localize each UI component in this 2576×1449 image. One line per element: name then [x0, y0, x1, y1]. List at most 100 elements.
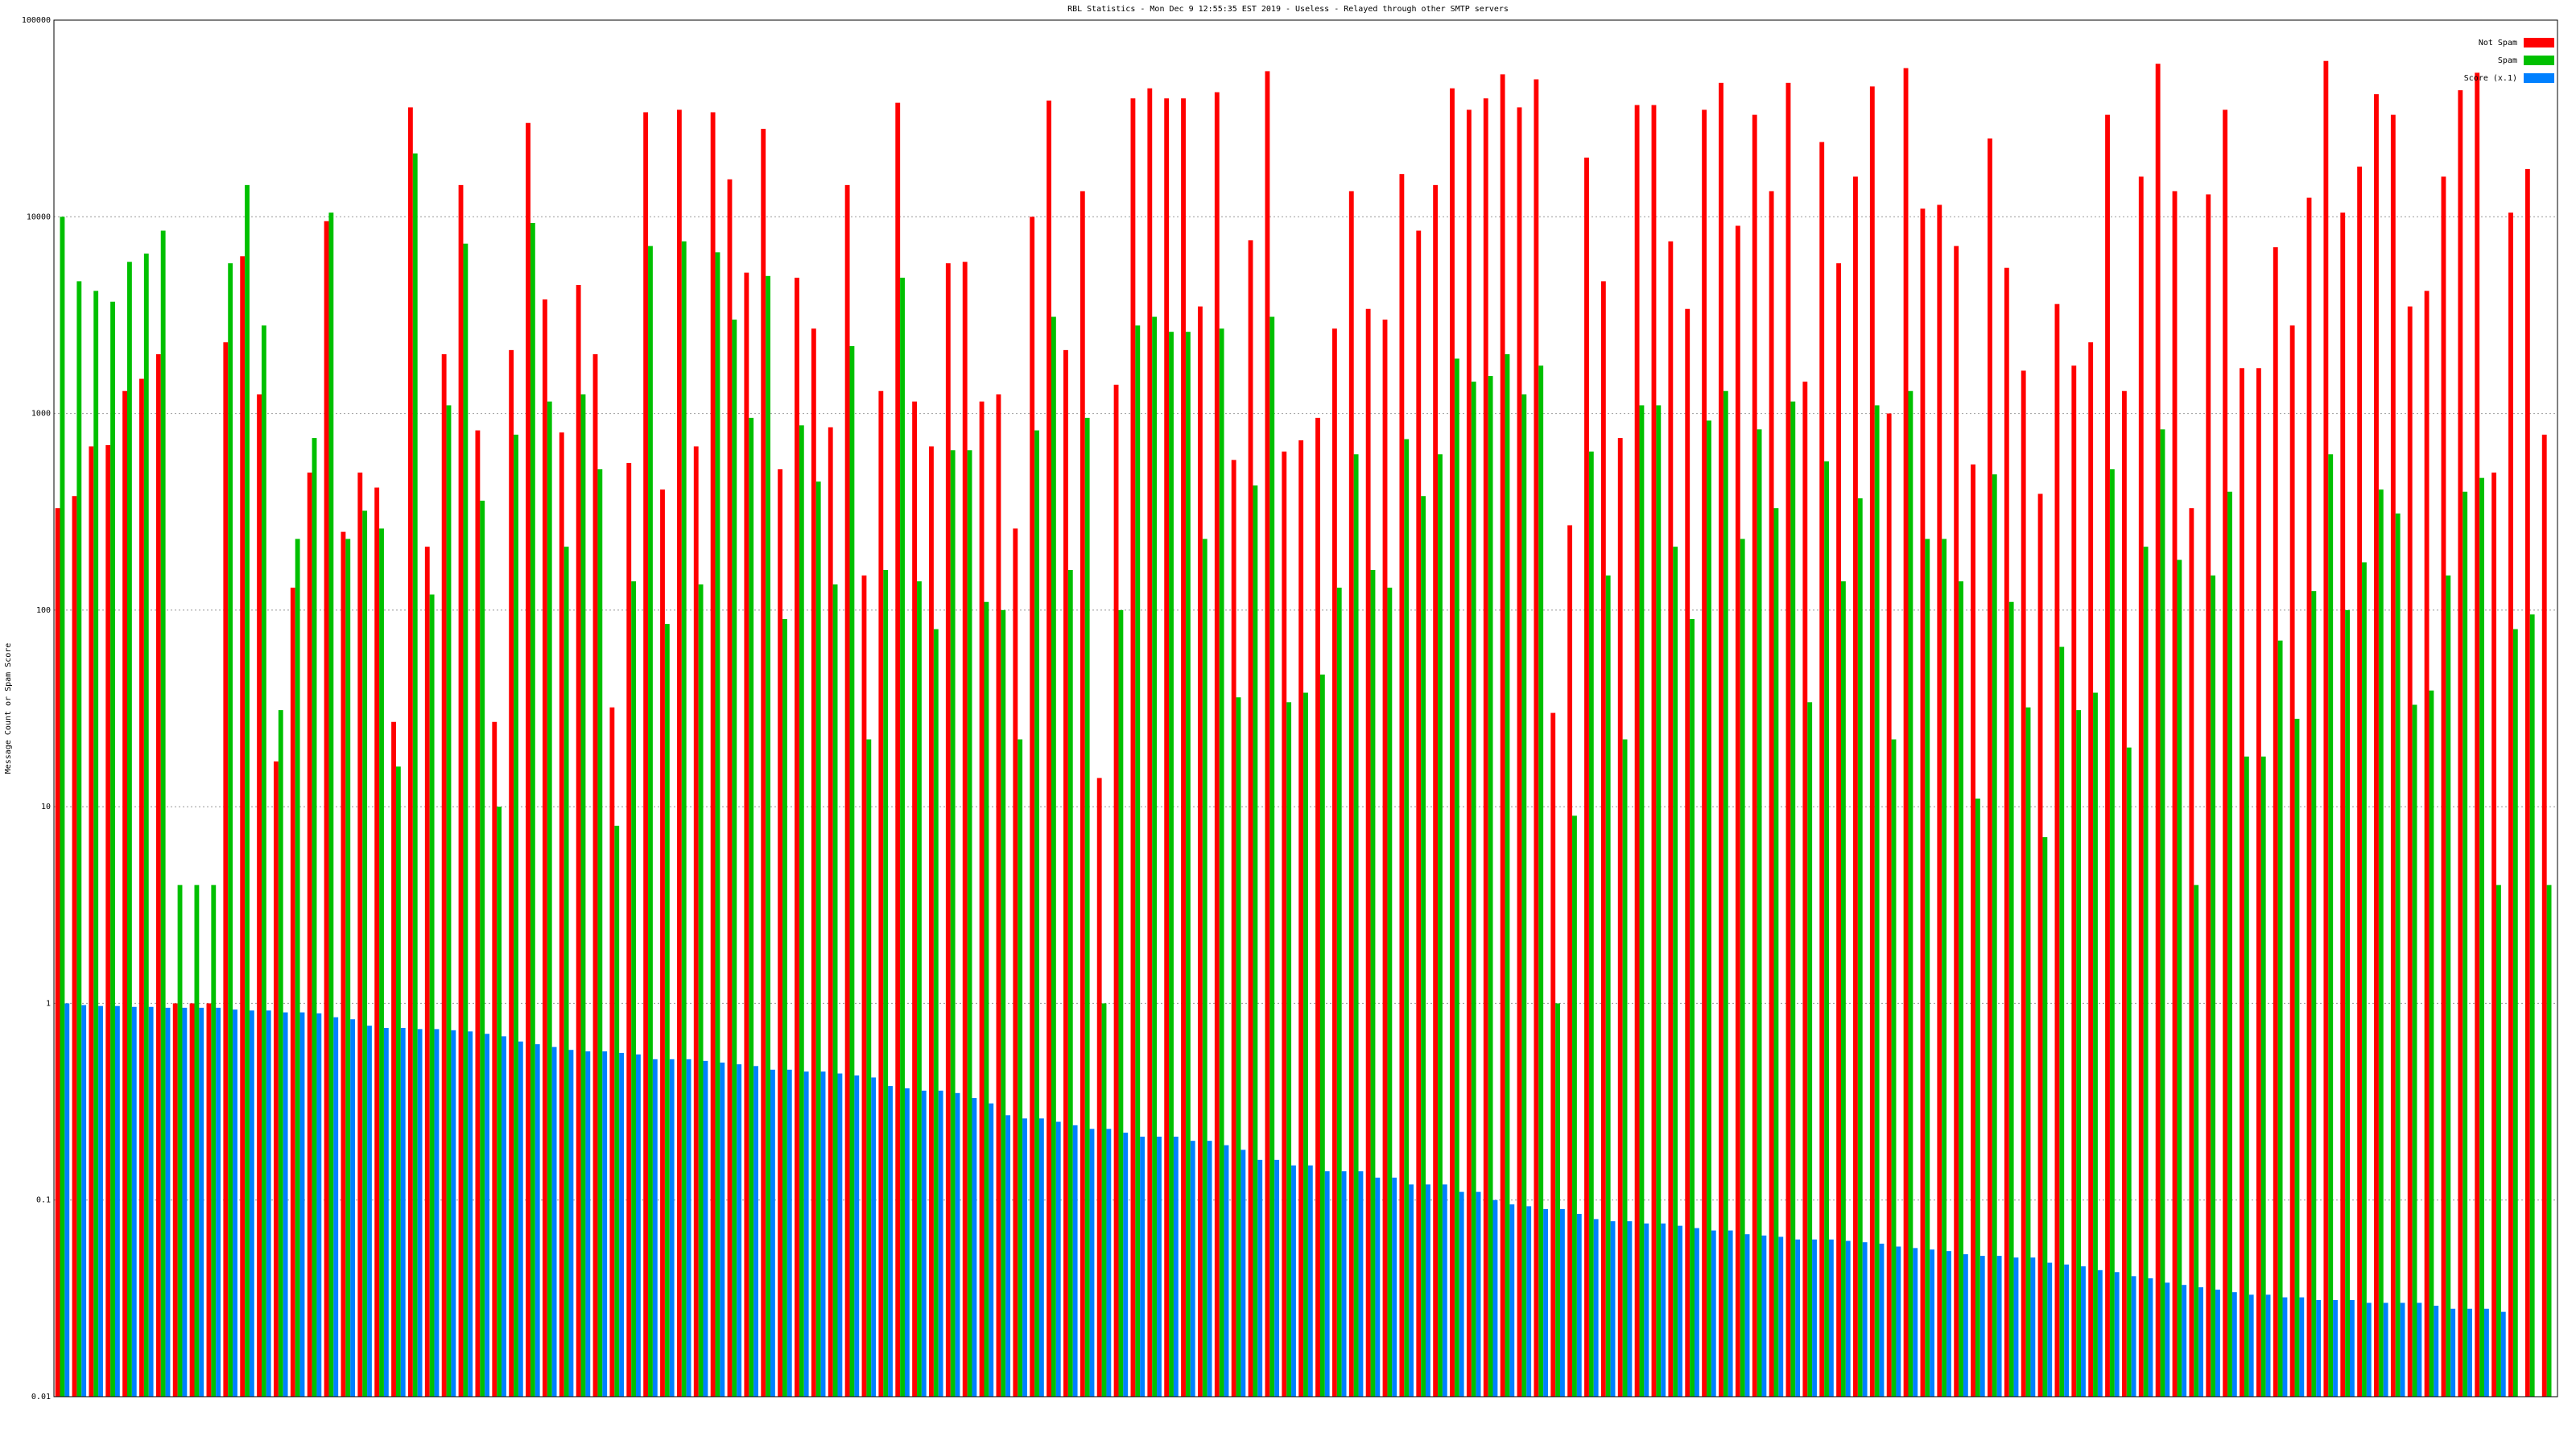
bar — [72, 496, 77, 1397]
bar — [1375, 1177, 1381, 1397]
bar — [1819, 142, 1825, 1397]
bar — [1886, 413, 1892, 1397]
bar — [1005, 1115, 1011, 1397]
bar — [1022, 1118, 1027, 1397]
bar — [568, 1050, 574, 1397]
bar — [576, 285, 581, 1397]
bar — [1358, 1171, 1364, 1397]
bar — [2047, 1262, 2053, 1397]
bar — [815, 481, 821, 1397]
bar — [1975, 799, 1980, 1397]
bar — [921, 1090, 927, 1397]
bar — [2412, 704, 2417, 1397]
bar — [1678, 1225, 1682, 1397]
bar — [1517, 107, 1522, 1397]
bar — [660, 489, 665, 1397]
bar — [1555, 1003, 1561, 1397]
bar — [1269, 316, 1275, 1397]
bar — [636, 1054, 641, 1397]
bar — [1089, 1129, 1095, 1397]
bar — [199, 1007, 204, 1397]
bar — [799, 425, 804, 1397]
bar — [1668, 241, 1674, 1397]
legend-label: Score (x.1) — [2464, 74, 2517, 83]
bar — [1795, 1239, 1801, 1397]
bar — [1572, 815, 1577, 1397]
bar — [1605, 575, 1611, 1397]
bar — [854, 1075, 860, 1397]
bar — [518, 1041, 523, 1397]
bar — [744, 272, 749, 1397]
bar — [2021, 370, 2026, 1397]
bar — [938, 1090, 943, 1397]
bar — [1291, 1165, 1296, 1397]
bar — [2215, 1290, 2220, 1397]
bar — [2273, 247, 2278, 1397]
y-tick-label: 1000 — [31, 410, 51, 419]
bar — [274, 761, 279, 1397]
bar — [1257, 1159, 1263, 1397]
bar — [2244, 756, 2249, 1397]
bar — [139, 378, 144, 1397]
bar — [1836, 263, 1841, 1397]
bar — [1769, 191, 1774, 1397]
bar — [182, 1007, 188, 1397]
bar — [1197, 306, 1203, 1397]
bar — [391, 721, 396, 1397]
bar — [614, 825, 620, 1397]
bar — [1509, 1204, 1515, 1397]
bar — [1707, 420, 1711, 1397]
bar — [602, 1051, 608, 1397]
bar — [1438, 454, 1443, 1397]
bar — [900, 277, 905, 1397]
bar — [1869, 86, 1875, 1397]
bar — [703, 1060, 708, 1397]
bar — [295, 539, 300, 1397]
bar — [1963, 1254, 1968, 1397]
bar — [324, 221, 329, 1397]
bar — [2198, 1287, 2204, 1397]
bar — [1387, 588, 1393, 1397]
bar — [2223, 109, 2228, 1397]
bar — [497, 807, 502, 1397]
bar — [374, 487, 380, 1397]
bar — [1123, 1133, 1129, 1397]
bar — [316, 1013, 322, 1397]
bar — [148, 1006, 154, 1397]
bar — [1072, 1125, 1078, 1397]
bar — [1324, 1171, 1330, 1397]
bar — [114, 1005, 120, 1397]
bar — [710, 112, 716, 1397]
bar — [2458, 90, 2463, 1397]
bar — [1903, 68, 1909, 1397]
bar — [2042, 836, 2048, 1397]
bar — [155, 354, 161, 1397]
bar — [240, 256, 246, 1397]
bar — [955, 1092, 960, 1397]
bar — [1874, 405, 1880, 1397]
bar — [2429, 690, 2434, 1397]
bar — [1567, 525, 1573, 1397]
chart-title: RBL Statistics - Mon Dec 9 12:55:35 EST … — [1067, 5, 1509, 14]
bar — [1673, 547, 1678, 1397]
bar — [652, 1059, 658, 1397]
bar — [1790, 401, 1796, 1397]
legend-swatch — [2524, 38, 2554, 47]
bar — [2350, 1299, 2355, 1397]
bar — [693, 446, 699, 1397]
bar — [211, 885, 217, 1397]
bar — [989, 1103, 994, 1397]
bar — [1954, 246, 1959, 1397]
bar — [266, 1010, 271, 1397]
bar — [383, 1027, 389, 1397]
bar — [395, 766, 401, 1397]
bar — [1101, 1003, 1107, 1397]
bar — [2362, 562, 2367, 1397]
bar — [249, 1010, 254, 1397]
bar — [424, 547, 430, 1397]
bar — [2160, 429, 2165, 1397]
bar — [2475, 72, 2480, 1397]
bar — [131, 1006, 137, 1397]
bar — [76, 281, 82, 1397]
